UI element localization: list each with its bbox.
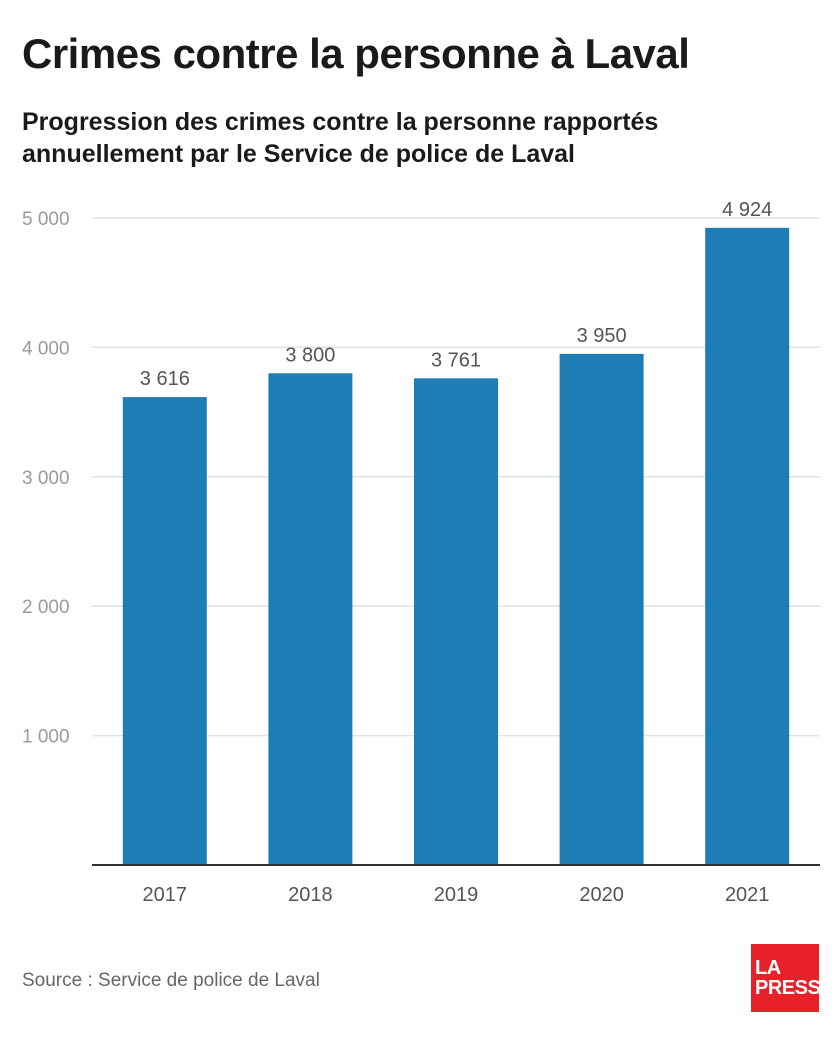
logo-text-presse: PRESSE <box>755 977 834 999</box>
x-tick-label-2019: 2019 <box>434 884 479 906</box>
logo-text-la: LA <box>755 957 781 979</box>
value-label-2021: 4 924 <box>722 199 772 221</box>
bar-2020 <box>559 353 644 865</box>
chart-title: Crimes contre la personne à Laval <box>22 30 690 77</box>
bars <box>122 227 790 865</box>
x-tick-label-2020: 2020 <box>579 884 624 906</box>
value-label-2017: 3 616 <box>140 368 190 390</box>
grid-lines <box>92 217 820 737</box>
x-tick-label-2021: 2021 <box>725 884 770 906</box>
value-label-2018: 3 800 <box>285 344 335 366</box>
y-tick-label: 3 000 <box>22 468 70 489</box>
y-tick-label: 1 000 <box>22 727 70 748</box>
value-labels: 3 616 3 800 3 761 3 950 4 924 <box>140 199 772 390</box>
value-label-2020: 3 950 <box>577 325 627 347</box>
bar-2018 <box>268 373 353 865</box>
bar-chart: 1 000 2 000 3 000 4 000 5 000 3 616 3 800 3 76… <box>22 199 820 906</box>
x-axis-tick-labels: 2017 2018 2019 2020 2021 <box>143 884 770 906</box>
value-label-2019: 3 761 <box>431 349 481 371</box>
bar-2017 <box>122 397 207 865</box>
bar-2019 <box>414 378 498 865</box>
source-note: Source : Service de police de Laval <box>22 970 320 991</box>
x-tick-label-2017: 2017 <box>143 884 188 906</box>
y-tick-label: 4 000 <box>22 338 70 359</box>
y-tick-label: 2 000 <box>22 597 70 618</box>
bar-2021 <box>705 227 790 865</box>
y-tick-label: 5 000 <box>22 209 70 230</box>
la-presse-logo: LA PRESSE <box>751 944 834 1012</box>
chart-subtitle: Progression des crimes contre la personn… <box>22 108 659 168</box>
x-tick-label-2018: 2018 <box>288 884 333 906</box>
y-axis-tick-labels: 1 000 2 000 3 000 4 000 5 000 <box>22 209 70 748</box>
